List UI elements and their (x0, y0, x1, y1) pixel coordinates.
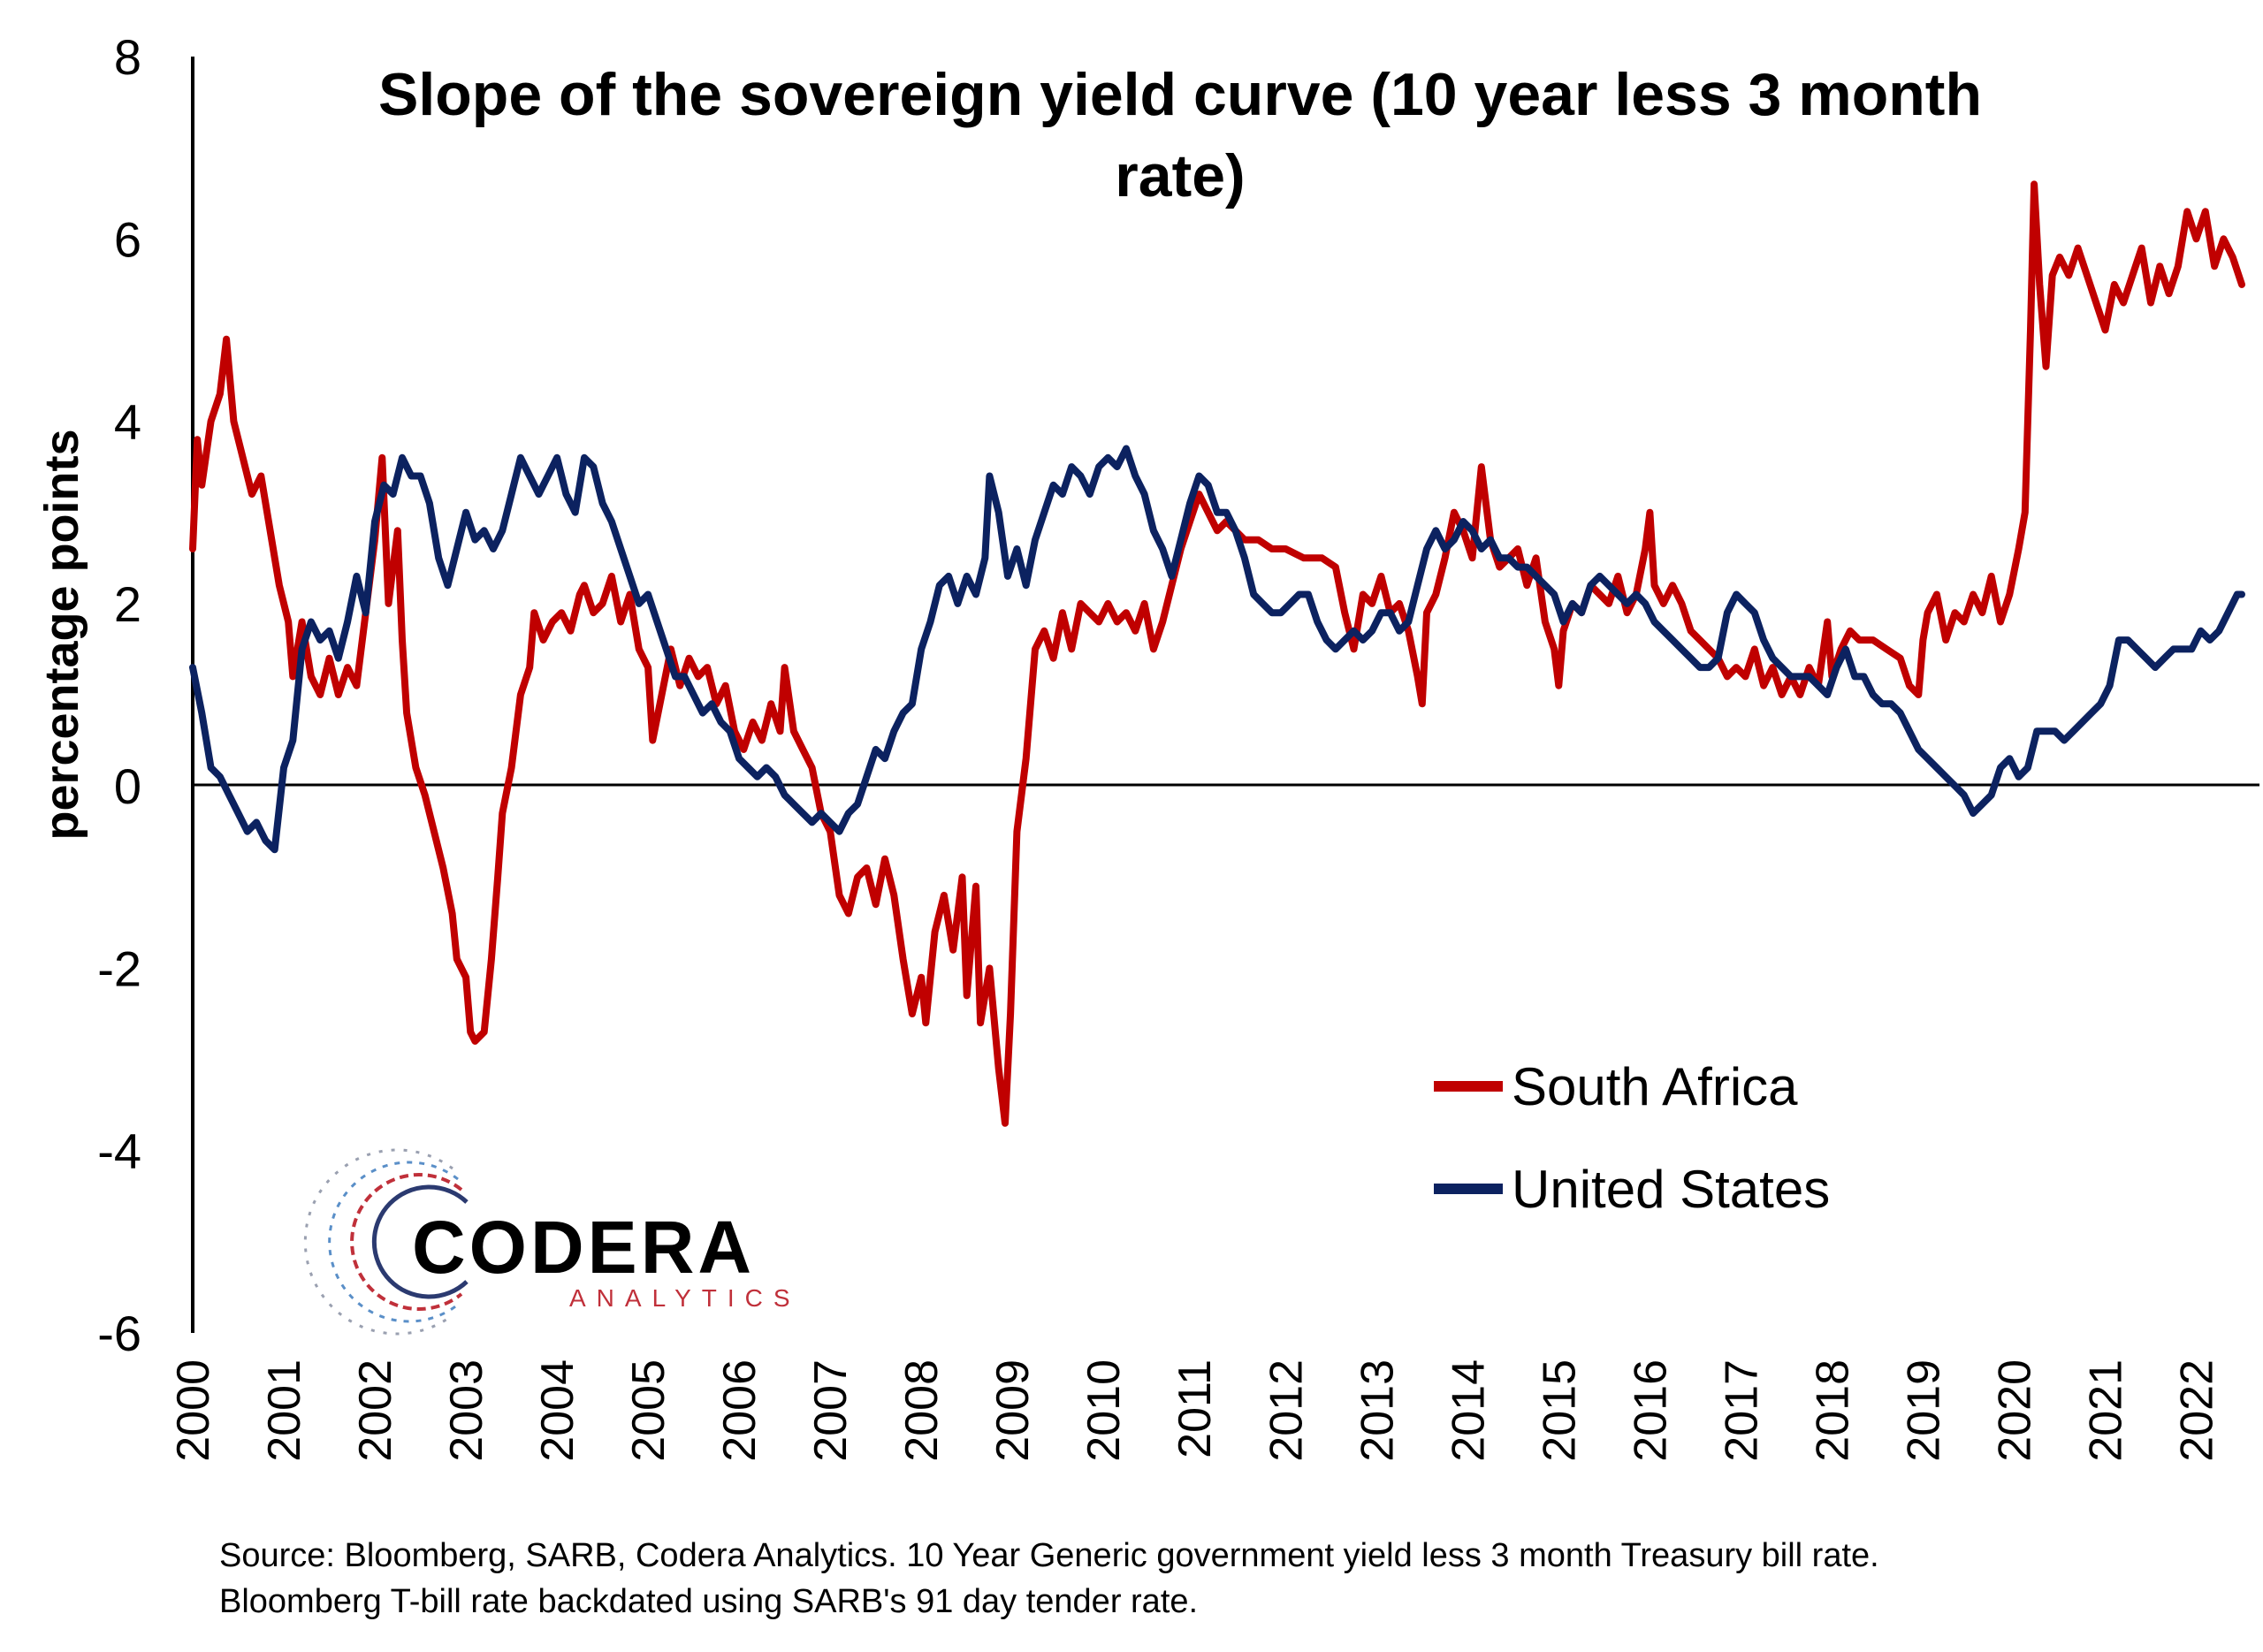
x-tick-label: 2017 (1716, 1359, 1767, 1462)
legend: South Africa United States (1434, 1057, 1830, 1219)
series-line-united-states (189, 445, 2245, 854)
x-tick-label: 2001 (259, 1359, 310, 1462)
y-tick-label: -4 (97, 1123, 141, 1179)
logo-name: CODERA (412, 1206, 755, 1289)
x-tick-label: 2007 (805, 1359, 857, 1462)
logo-arc-icon (303, 1148, 469, 1336)
x-tick-label: 2004 (532, 1359, 583, 1462)
x-tick-label: 2000 (168, 1359, 219, 1462)
y-tick-label: 4 (114, 394, 141, 450)
codera-logo: CODERA ANALYTICS (303, 1148, 801, 1336)
x-tick-label: 2022 (2171, 1359, 2222, 1462)
x-tick-label: 2011 (1170, 1359, 1221, 1458)
x-tick-label: 2013 (1352, 1359, 1403, 1462)
x-tick-label: 2005 (623, 1359, 674, 1462)
x-tick-label: 2008 (896, 1359, 948, 1462)
x-tick-label: 2010 (1078, 1359, 1130, 1462)
y-axis-label: percentage points (35, 429, 88, 840)
source-line-2: Bloomberg T-bill rate backdated using SA… (219, 1583, 1198, 1620)
x-tick-label: 2012 (1261, 1359, 1312, 1462)
series-layer (189, 180, 2245, 1127)
x-tick-label: 2009 (987, 1359, 1039, 1462)
x-tick-labels: 2000 2001 2002 2003 2004 2005 2006 2007 2008 2009… (168, 1359, 2222, 1462)
x-tick-label: 2019 (1898, 1359, 1949, 1462)
x-tick-label: 2020 (1989, 1359, 2040, 1462)
x-tick-label: 2015 (1534, 1359, 1585, 1462)
y-tick-label: 6 (114, 211, 141, 267)
x-tick-label: 2002 (350, 1359, 401, 1462)
y-tick-labels: 8 6 4 2 0 -2 -4 -6 (97, 29, 141, 1361)
logo-tagline: ANALYTICS (569, 1284, 801, 1312)
x-tick-label: 2021 (2080, 1359, 2131, 1462)
x-tick-label: 2018 (1807, 1359, 1858, 1462)
y-tick-label: -6 (97, 1306, 141, 1361)
legend-label-united-states: United States (1512, 1160, 1830, 1219)
x-tick-label: 2003 (441, 1359, 492, 1462)
y-tick-label: -2 (97, 940, 141, 996)
x-tick-label: 2016 (1625, 1359, 1676, 1462)
y-tick-label: 2 (114, 576, 141, 632)
x-tick-label: 2006 (714, 1359, 766, 1462)
chart-title-line-1: Slope of the sovereign yield curve (10 y… (378, 61, 1982, 128)
y-tick-label: 8 (114, 29, 141, 85)
y-tick-label: 0 (114, 758, 141, 814)
legend-label-south-africa: South Africa (1512, 1057, 1798, 1116)
source-line-1: Source: Bloomberg, SARB, Codera Analytic… (219, 1537, 1879, 1574)
x-tick-label: 2014 (1443, 1359, 1494, 1462)
chart-title-line-2: rate) (1115, 142, 1245, 209)
